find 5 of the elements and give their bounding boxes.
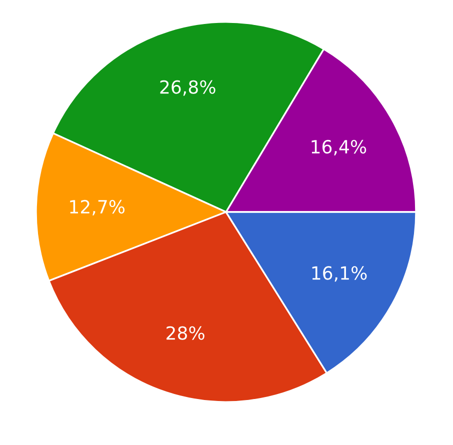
data-label: 12,7% — [70, 200, 125, 216]
data-label: 16,1% — [312, 266, 367, 282]
data-label: 16,4% — [312, 140, 366, 156]
data-label: 26,8% — [160, 80, 216, 96]
data-label: 28% — [166, 326, 204, 340]
